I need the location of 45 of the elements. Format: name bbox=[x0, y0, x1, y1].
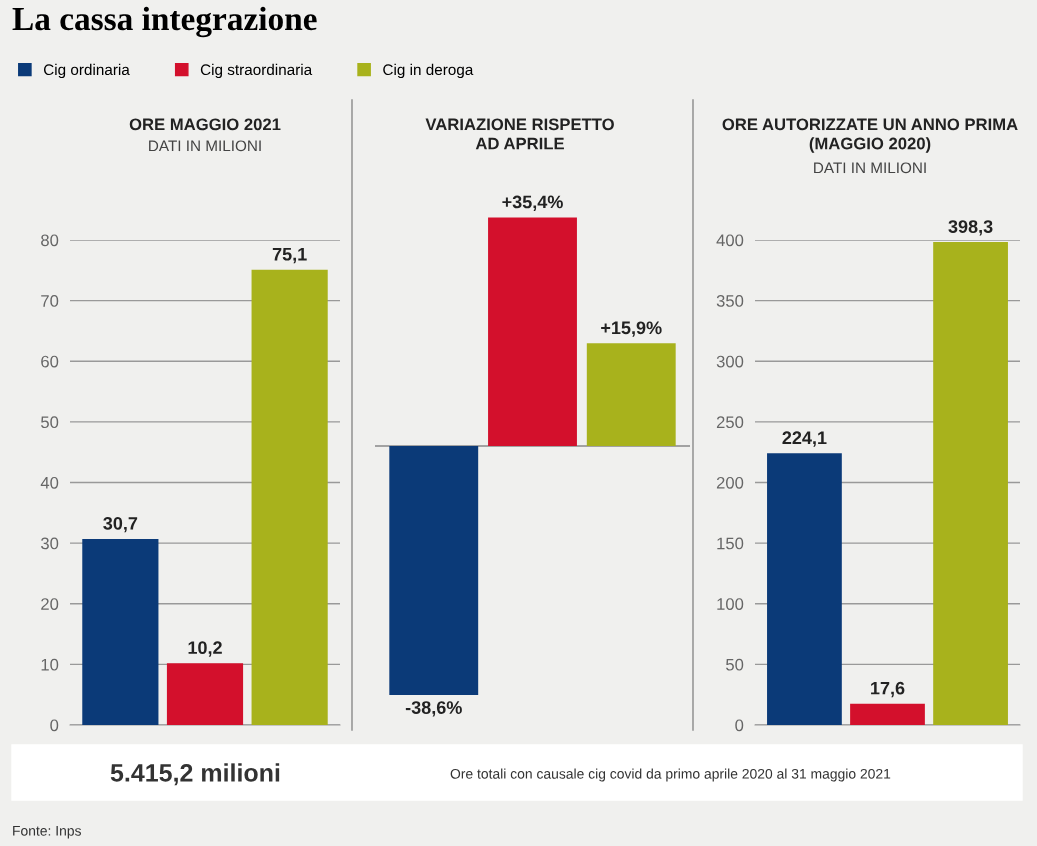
data-label: +15,9% bbox=[601, 321, 662, 337]
y-tick-label: 40 bbox=[40, 476, 59, 489]
y-tick-label: 400 bbox=[716, 234, 744, 247]
bar bbox=[850, 703, 925, 725]
bar bbox=[251, 269, 328, 725]
chart-subtitle: DATI IN MILIONI bbox=[814, 162, 926, 174]
data-label: 10,2 bbox=[188, 641, 222, 657]
text: 5.415,2 milioni bbox=[110, 763, 280, 786]
y-tick-label: 0 bbox=[50, 719, 59, 732]
legend-label: Cig straordinaria bbox=[200, 63, 313, 79]
y-tick-label: 50 bbox=[41, 416, 59, 429]
data-label: +35,4% bbox=[502, 195, 563, 211]
bar bbox=[933, 242, 1008, 725]
bar bbox=[82, 538, 159, 725]
y-tick-label: 300 bbox=[716, 355, 744, 368]
text: Ore totali con causale cig covid da primo aprile 2020 al 31 maggio 2021 bbox=[450, 768, 891, 782]
data-label: 224,1 bbox=[782, 431, 827, 447]
data-label: -38,6% bbox=[405, 701, 462, 717]
y-tick-label: 10 bbox=[41, 658, 59, 671]
y-tick-label: 150 bbox=[717, 537, 744, 550]
y-tick-label: 70 bbox=[41, 295, 59, 307]
data-label: 75,1 bbox=[272, 247, 307, 264]
y-tick-label: 60 bbox=[41, 355, 59, 368]
chart-title: ORE MAGGIO 2021 bbox=[129, 118, 281, 131]
data-label: 17,6 bbox=[871, 681, 905, 698]
legend-label: Cig in deroga bbox=[383, 63, 474, 79]
chart-subtitle: DATI IN MILIONI bbox=[149, 140, 261, 152]
y-tick-label: 30 bbox=[40, 537, 59, 550]
y-tick-label: 350 bbox=[716, 295, 744, 307]
y-tick-label: 0 bbox=[735, 719, 744, 732]
chart-title: VARIAZIONE RISPETTO AD APRILE bbox=[425, 118, 614, 150]
y-tick-label: 20 bbox=[41, 598, 59, 610]
legend-label: Cig ordinaria bbox=[43, 63, 130, 79]
chart-title: ORE AUTORIZZATE UN ANNO PRIMA (MAGGIO 2020) bbox=[722, 118, 1018, 153]
y-tick-label: 100 bbox=[717, 598, 744, 610]
source-note: Fonte: Inps bbox=[13, 826, 81, 839]
data-label: 30,7 bbox=[103, 516, 138, 533]
y-tick-label: 250 bbox=[716, 416, 744, 429]
y-tick-label: 80 bbox=[41, 234, 59, 247]
bar bbox=[767, 453, 842, 725]
y-tick-label: 200 bbox=[716, 476, 744, 489]
data-label: 398,3 bbox=[948, 220, 993, 236]
y-tick-label: 50 bbox=[726, 658, 744, 671]
text: La cassa integrazione bbox=[12, 6, 317, 38]
bar bbox=[166, 663, 244, 725]
